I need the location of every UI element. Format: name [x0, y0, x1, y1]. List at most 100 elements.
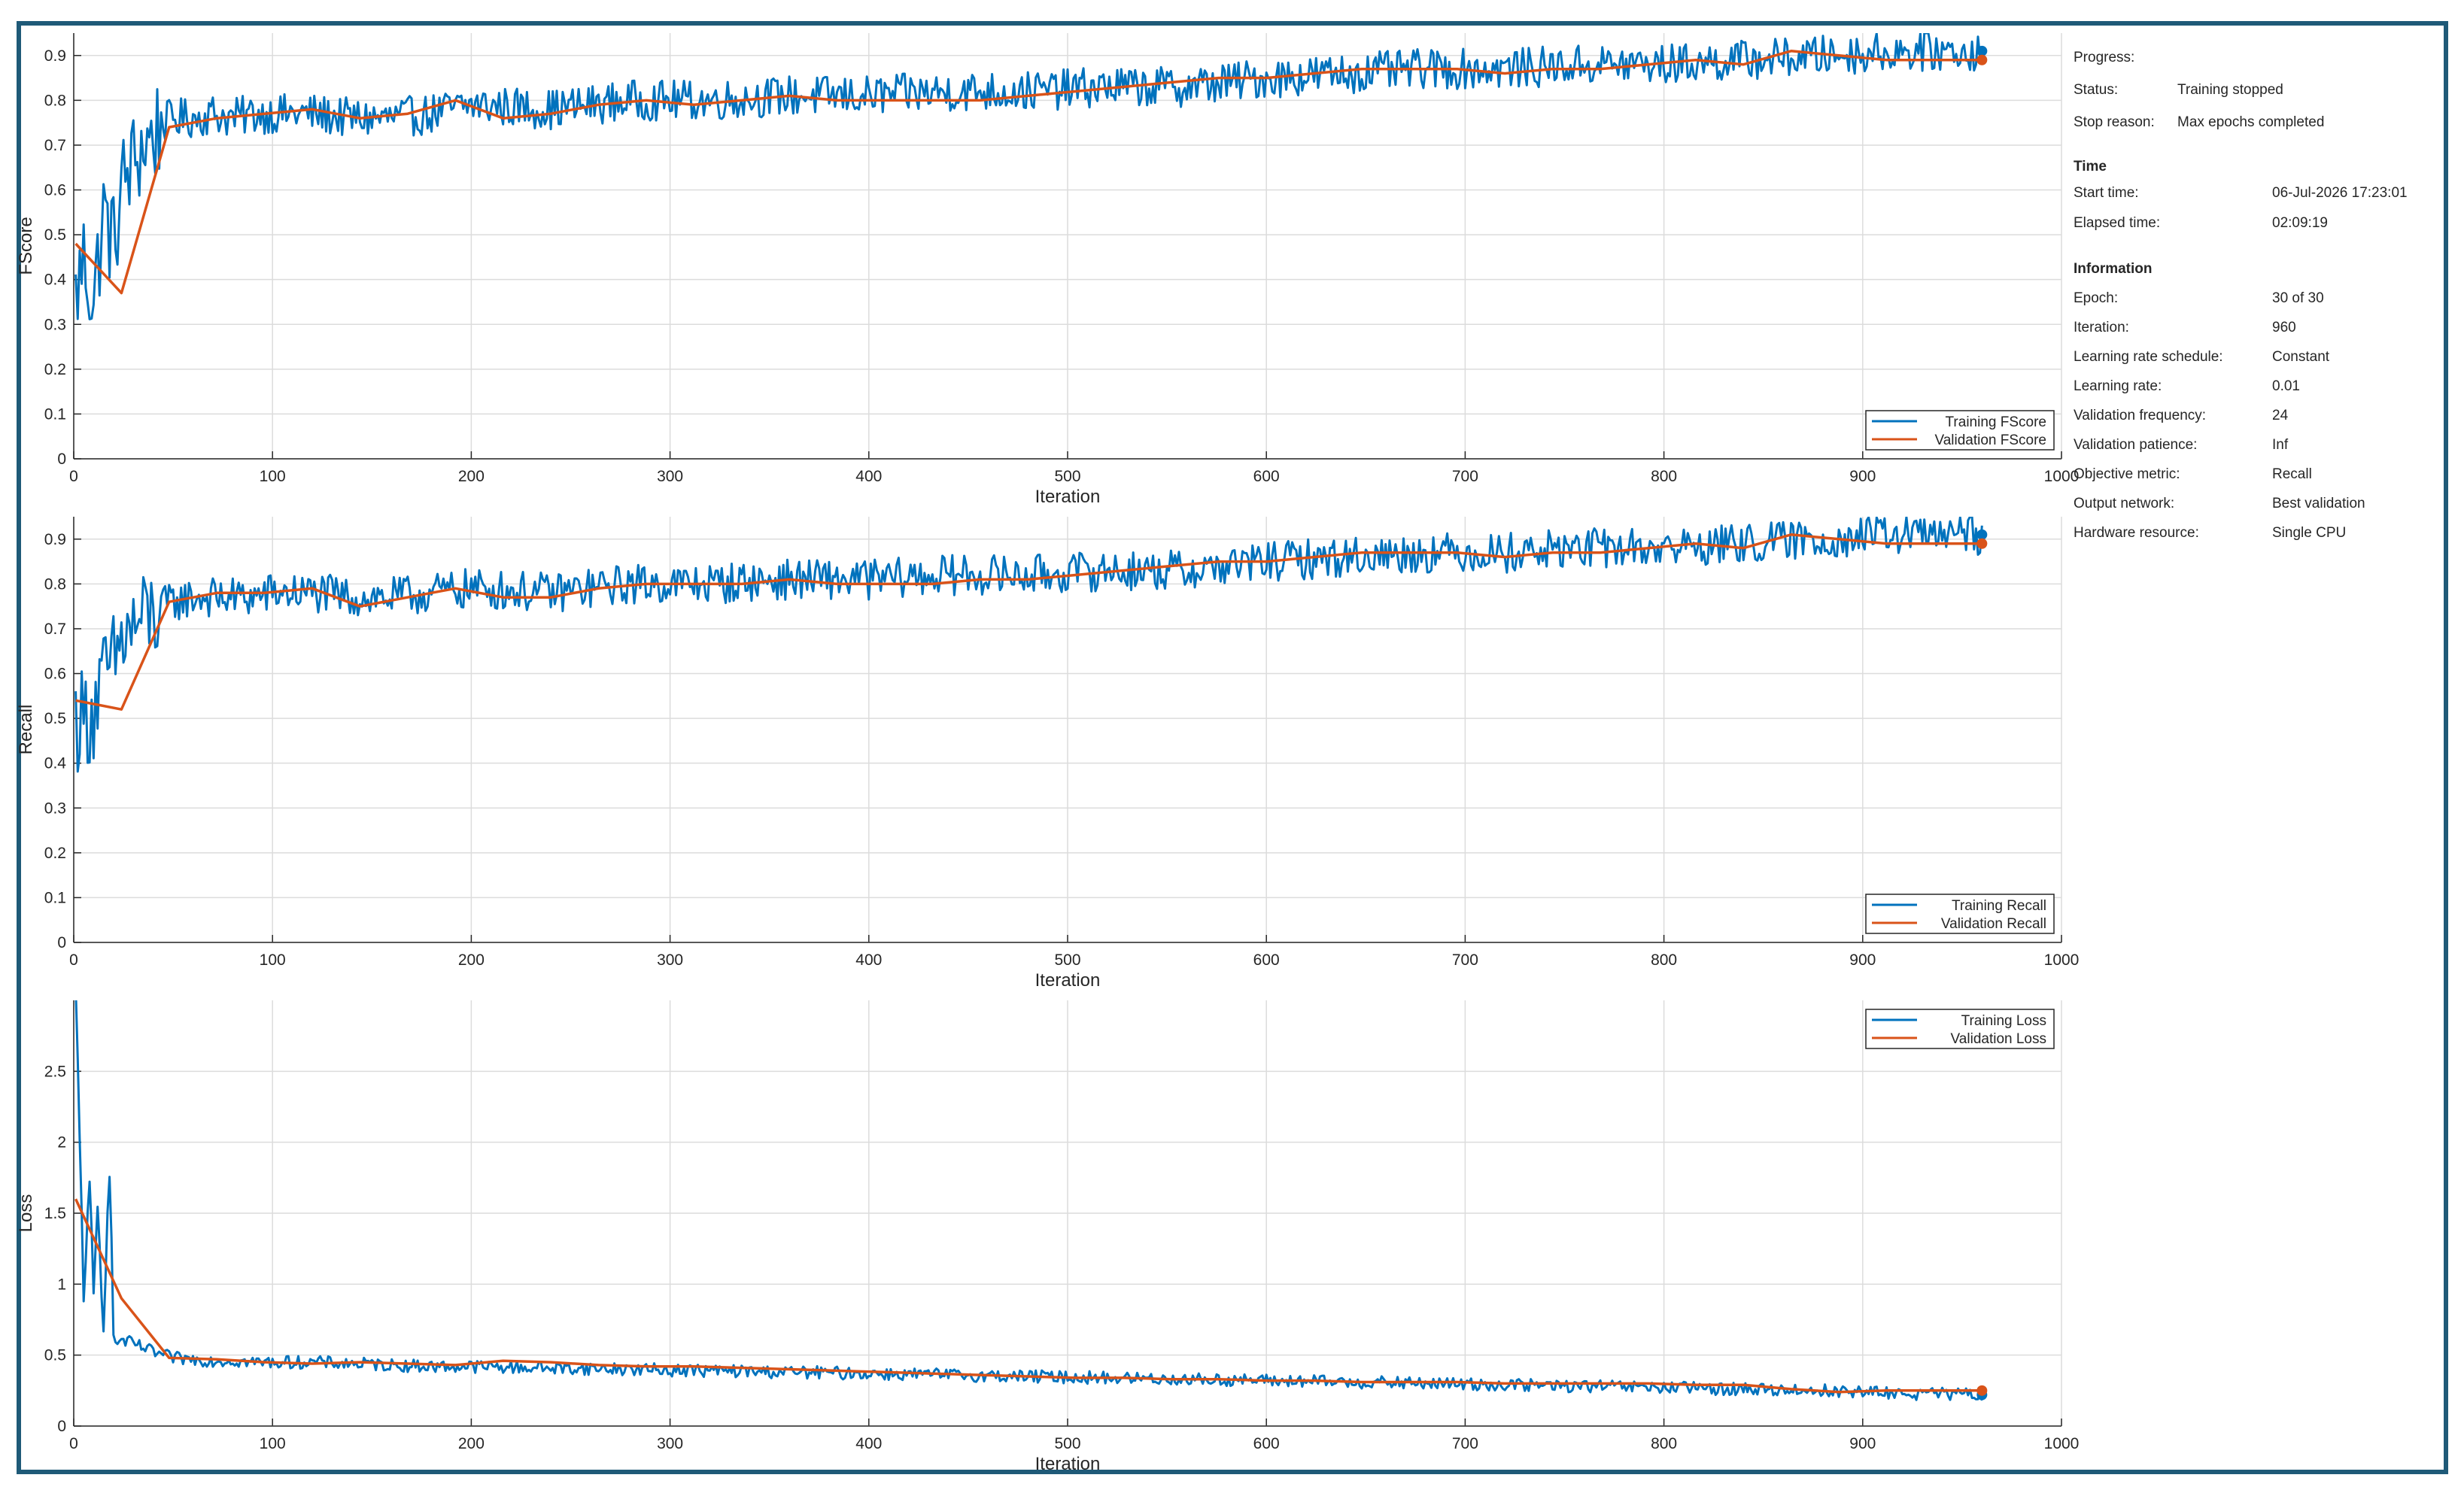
learning-rate-label: Learning rate: [2074, 378, 2162, 394]
validation-loss-line [74, 1198, 1982, 1394]
x-tick-label: 100 [260, 468, 286, 485]
legend-label-training-loss: Training Loss [1961, 1013, 2046, 1029]
y-tick-label: 0 [57, 451, 66, 468]
training-recall-line [74, 517, 1983, 773]
output-network-value: Best validation [2272, 496, 2365, 511]
objective-metric-value: Recall [2272, 466, 2312, 482]
iteration-label: Iteration: [2074, 320, 2129, 335]
x-axis-label: Iteration [1035, 487, 1101, 507]
y-tick-label: 0.4 [44, 272, 67, 289]
y-tick-label: 0.1 [44, 405, 66, 423]
start-time-label: Start time: [2074, 185, 2139, 201]
x-tick-label: 300 [657, 1435, 683, 1452]
x-tick-label: 600 [1253, 1435, 1280, 1452]
elapsed-time-value: 02:09:19 [2272, 215, 2328, 231]
output-network-label: Output network: [2074, 496, 2175, 511]
x-tick-label: 200 [458, 468, 485, 485]
y-tick-label: 0.6 [44, 666, 66, 683]
x-tick-label: 900 [1849, 951, 1876, 969]
elapsed-time-label: Elapsed time: [2074, 215, 2161, 231]
x-tick-label: 600 [1253, 951, 1280, 969]
legend-label-validation-fscore: Validation FScore [1934, 432, 2046, 448]
validation-fscore-end-marker [1976, 54, 1988, 65]
x-tick-label: 500 [1054, 468, 1080, 485]
validation-patience-value: Inf [2272, 437, 2289, 453]
status-label: Status: [2074, 82, 2119, 98]
y-tick-label: 0.3 [44, 316, 66, 333]
legend-label-validation-recall: Validation Recall [1941, 916, 2046, 932]
validation-frequency-label: Validation frequency: [2074, 408, 2207, 423]
legend-label-validation-loss: Validation Loss [1951, 1031, 2046, 1047]
y-tick-label: 0.7 [44, 621, 66, 638]
x-tick-label: 200 [458, 1435, 485, 1452]
x-tick-label: 400 [855, 1435, 882, 1452]
y-tick-label: 0.5 [44, 710, 66, 727]
x-tick-label: 1000 [2044, 951, 2080, 969]
recall-plot: 0 100 200 300 400 500 600 700 800 900 1000 0 0.1 0.2 0… [16, 517, 2080, 991]
progress-label: Progress: [2074, 50, 2135, 65]
legend-box [1865, 410, 2055, 451]
x-tick-label: 300 [657, 468, 683, 485]
y-tick-label: 0.8 [44, 575, 66, 593]
y-tick-label: 0.7 [44, 137, 66, 154]
y-tick-label: 0.2 [44, 845, 66, 862]
epoch-value: 30 of 30 [2272, 290, 2324, 306]
objective-metric-label: Objective metric: [2074, 466, 2180, 482]
validation-recall-line [75, 533, 1982, 711]
x-tick-label: 700 [1452, 1435, 1478, 1452]
x-tick-label: 800 [1651, 468, 1677, 485]
training-recall-end-marker [1976, 529, 1988, 540]
legend-box [1865, 894, 2055, 934]
y-tick-label: 0.9 [44, 47, 66, 65]
x-tick-label: 500 [1054, 1435, 1080, 1452]
y-tick-label: 0.8 [44, 92, 66, 109]
x-tick-label: 900 [1849, 1435, 1876, 1452]
x-tick-label: 800 [1651, 951, 1677, 969]
status-value: Training stopped [2177, 82, 2283, 98]
x-tick-label: 1000 [2044, 1435, 2080, 1452]
y-tick-label: 1 [57, 1276, 66, 1293]
y-tick-label: 0.5 [44, 1347, 66, 1364]
y-tick-label: 0.5 [44, 226, 66, 244]
lr-schedule-value: Constant [2272, 349, 2330, 365]
x-tick-label: 400 [855, 951, 882, 969]
loss-plot: 0 100 200 300 400 500 600 700 800 900 1000 0 0.5 1 1.5… [16, 1000, 2080, 1474]
x-tick-label: 0 [69, 468, 78, 485]
training-info-panel: Progress: Status: Training stopped Stop … [2074, 27, 2442, 930]
y-tick-label: 1.5 [44, 1205, 66, 1222]
lr-schedule-label: Learning rate schedule: [2074, 349, 2223, 365]
y-tick-label: 0.4 [44, 755, 67, 772]
x-tick-label: 200 [458, 951, 485, 969]
validation-loss-end-marker [1976, 1385, 1988, 1396]
y-tick-label: 0.3 [44, 800, 66, 817]
validation-recall-end-marker [1976, 538, 1988, 549]
y-axis-label: Loss [16, 1194, 36, 1233]
y-tick-label: 2 [57, 1134, 66, 1152]
x-tick-label: 100 [260, 1435, 286, 1452]
x-tick-label: 0 [69, 951, 78, 969]
validation-frequency-value: 24 [2272, 408, 2289, 423]
y-tick-label: 0.2 [44, 361, 66, 378]
y-tick-label: 0.1 [44, 889, 66, 906]
x-tick-label: 800 [1651, 1435, 1677, 1452]
legend-label-training-fscore: Training FScore [1946, 414, 2046, 430]
epoch-label: Epoch: [2074, 290, 2119, 306]
legend-label-training-recall: Training Recall [1952, 898, 2046, 914]
validation-patience-label: Validation patience: [2074, 437, 2198, 453]
start-time-value: 06-Jul-2026 17:23:01 [2272, 185, 2408, 201]
stop-reason-value: Max epochs completed [2177, 114, 2325, 130]
x-axis-label: Iteration [1035, 1454, 1101, 1474]
x-tick-label: 100 [260, 951, 286, 969]
training-fscore-line [74, 33, 1983, 320]
legend-box [1865, 1009, 2055, 1049]
x-tick-label: 700 [1452, 468, 1478, 485]
x-tick-label: 900 [1849, 468, 1876, 485]
x-tick-label: 700 [1452, 951, 1478, 969]
y-tick-label: 2.5 [44, 1063, 66, 1080]
hardware-resource-label: Hardware resource: [2074, 525, 2199, 541]
y-tick-label: 0 [57, 1418, 66, 1435]
iteration-value: 960 [2272, 320, 2296, 335]
y-axis-label: FScore [16, 217, 36, 275]
training-fscore-end-marker [1976, 45, 1988, 56]
x-tick-label: 1000 [2044, 468, 2080, 485]
